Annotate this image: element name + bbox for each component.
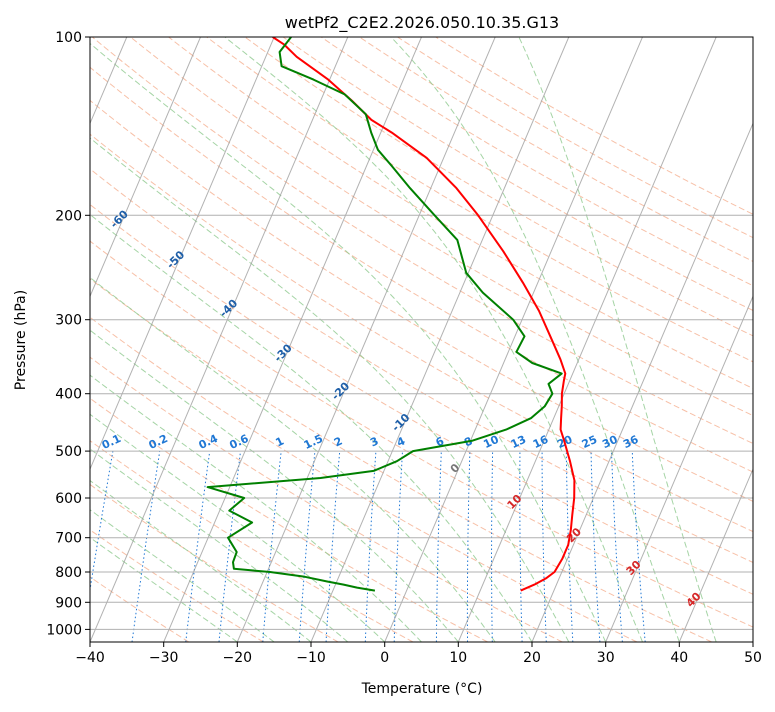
y-tick-label: 300 <box>55 313 82 329</box>
y-tick-label: 1000 <box>46 622 82 638</box>
x-tick-label: 50 <box>744 650 762 666</box>
y-tick-label: 200 <box>55 208 82 224</box>
x-axis-label: Temperature (°C) <box>361 681 483 697</box>
x-tick-label: 10 <box>449 650 467 666</box>
y-tick-label: 400 <box>55 387 82 403</box>
x-tick-label: −40 <box>75 650 105 666</box>
y-tick-label: 800 <box>55 565 82 581</box>
y-tick-label: 500 <box>55 444 82 460</box>
x-tick-label: 20 <box>523 650 541 666</box>
chart-title: wetPf2_C2E2.2026.050.10.35.G13 <box>285 13 559 33</box>
x-tick-label: −30 <box>149 650 179 666</box>
y-tick-label: 100 <box>55 30 82 46</box>
x-tick-label: −20 <box>223 650 253 666</box>
x-tick-label: 0 <box>380 650 389 666</box>
y-axis-label: Pressure (hPa) <box>13 290 29 390</box>
y-tick-label: 600 <box>55 491 82 507</box>
x-tick-label: −10 <box>296 650 326 666</box>
y-tick-label: 900 <box>55 595 82 611</box>
x-tick-label: 30 <box>597 650 615 666</box>
x-tick-label: 40 <box>670 650 688 666</box>
y-tick-label: 700 <box>55 531 82 547</box>
